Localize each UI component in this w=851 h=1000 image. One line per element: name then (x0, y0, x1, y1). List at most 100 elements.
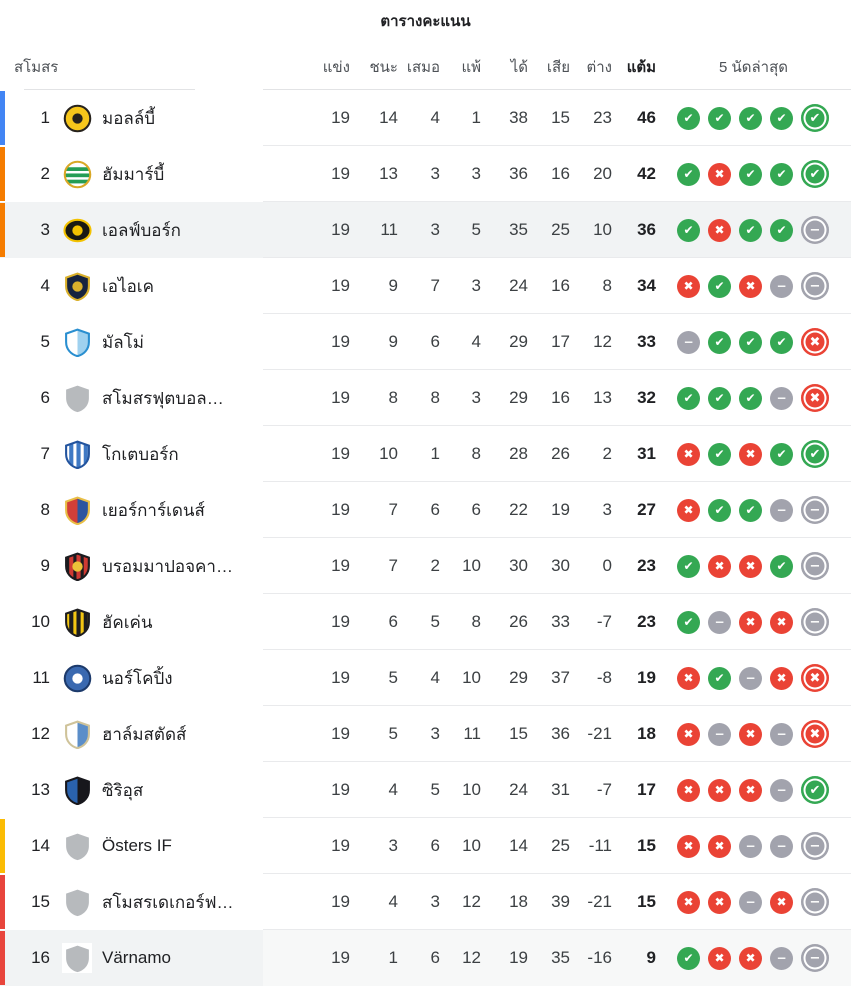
rank-indicator-bar (0, 91, 5, 145)
stat-ga: 16 (551, 388, 570, 407)
rank: 5 (40, 332, 50, 351)
stat-pts: 32 (637, 388, 656, 407)
rank: 13 (31, 780, 50, 799)
table-row[interactable]: 12 ฮาล์มสตัดส์ 19 5 3 11 15 36 -21 18 ✖ − ✖ − ✖ (0, 706, 851, 762)
stat-pts: 18 (637, 724, 656, 743)
loss-icon: ✖ (770, 610, 793, 634)
draw-icon: − (801, 832, 829, 860)
stat-played: 19 (331, 724, 350, 743)
table-row[interactable]: 13 ซิริอุส 19 4 5 10 24 31 -7 17 ✖ ✖ ✖ − ✔ (0, 762, 851, 818)
draw-icon: − (801, 496, 829, 524)
form-icons: ✖ ✖ − ✖ − (656, 888, 851, 916)
team-cell: 4 เอไอเค (0, 258, 263, 314)
stat-drawn: 7 (430, 276, 440, 295)
team-logo (62, 327, 92, 357)
table-row[interactable]: 14 Östers IF 19 3 6 10 14 25 -11 15 ✖ ✖ − − − (0, 818, 851, 874)
loss-icon: ✖ (739, 274, 762, 298)
draw-icon: − (739, 890, 762, 914)
draw-icon: − (801, 944, 829, 972)
stat-gf: 19 (509, 948, 528, 967)
table-row[interactable]: 10 ฮัคเค่น 19 6 5 8 26 33 -7 23 ✔ − ✖ ✖ − (0, 594, 851, 650)
stat-ga: 36 (551, 724, 570, 743)
table-title: ตารางคะแนน (380, 13, 471, 30)
loss-icon: ✖ (739, 610, 762, 634)
rank: 2 (40, 164, 50, 183)
stat-pts: 42 (637, 164, 656, 183)
rank: 7 (40, 444, 50, 463)
draw-icon: − (801, 608, 829, 636)
rank-indicator-bar (0, 203, 5, 257)
table-row[interactable]: 7 โกเตบอร์ก 19 10 1 8 28 26 2 31 ✖ ✔ ✖ ✔ ✔ (0, 426, 851, 482)
team-name: บรอมมาปอจคา… (102, 556, 233, 576)
rank: 8 (40, 500, 50, 519)
column-header-played: แข่ง (322, 59, 350, 76)
team-logo (62, 775, 92, 805)
stat-pts: 9 (646, 948, 656, 967)
stat-pts: 15 (637, 892, 656, 911)
table-row[interactable]: 2 ฮัมมาร์บี้ 19 13 3 3 36 16 20 42 ✔ ✖ ✔ ✔ ✔ (0, 146, 851, 202)
stat-gd: 2 (602, 444, 612, 463)
team-name: สโมสรฟุตบอล… (102, 388, 224, 408)
stat-gd: -7 (596, 612, 612, 631)
team-name: มัลโม่ (102, 332, 144, 352)
stat-drawn: 5 (430, 780, 440, 799)
stat-ga: 16 (551, 276, 570, 295)
win-icon: ✔ (739, 386, 762, 410)
rank: 3 (40, 220, 50, 239)
stat-gd: -21 (587, 724, 612, 743)
loss-icon: ✖ (677, 834, 700, 858)
stat-gf: 26 (509, 612, 528, 631)
loss-icon: ✖ (801, 664, 829, 692)
table-row[interactable]: 3 เอลฟ์บอร์ก 19 11 3 5 35 25 10 36 ✔ ✖ ✔ ✔ − (0, 202, 851, 258)
column-header-lost: แพ้ (461, 59, 481, 76)
stat-drawn: 5 (430, 612, 440, 631)
win-icon: ✔ (770, 330, 793, 354)
stat-gd: -8 (596, 668, 612, 687)
stat-played: 19 (331, 220, 350, 239)
table-row[interactable]: 8 เยอร์การ์เดนส์ 19 7 6 6 22 19 3 27 ✖ ✔ ✔ − − (0, 482, 851, 538)
stat-ga: 26 (551, 444, 570, 463)
table-row[interactable]: 1 มอลล์บี้ 19 14 4 1 38 15 23 46 ✔ ✔ ✔ ✔ ✔ (0, 90, 851, 146)
stat-gf: 24 (509, 276, 528, 295)
stat-gd: 0 (602, 556, 612, 575)
stat-played: 19 (331, 388, 350, 407)
draw-icon: − (770, 274, 793, 298)
stat-pts: 34 (637, 276, 656, 295)
draw-icon: − (677, 330, 700, 354)
stat-won: 7 (388, 500, 398, 519)
table-row[interactable]: 9 บรอมมาปอจคา… 19 7 2 10 30 30 0 23 ✔ ✖ ✖ ✔ − (0, 538, 851, 594)
stat-gf: 15 (509, 724, 528, 743)
team-name: สโมสรเดเกอร์ฟ… (102, 892, 234, 912)
win-icon: ✔ (770, 162, 793, 186)
team-cell: 15 สโมสรเดเกอร์ฟ… (0, 874, 263, 930)
stat-pts: 15 (637, 836, 656, 855)
table-row[interactable]: 16 Värnamo 19 1 6 12 19 35 -16 9 ✔ ✖ ✖ − − (0, 930, 851, 986)
win-icon: ✔ (677, 554, 700, 578)
form-icons: ✔ − ✖ ✖ − (656, 608, 851, 636)
team-cell: 6 สโมสรฟุตบอล… (0, 370, 263, 426)
standings-table: 1 มอลล์บี้ 19 14 4 1 38 15 23 46 ✔ ✔ ✔ ✔ ✔ 2 ฮัมมาร์บี้ 1… (0, 90, 851, 986)
table-row[interactable]: 15 สโมสรเดเกอร์ฟ… 19 4 3 12 18 39 -21 15 ✖ ✖ − ✖ − (0, 874, 851, 930)
stat-lost: 10 (462, 668, 481, 687)
stat-lost: 11 (463, 724, 481, 743)
loss-icon: ✖ (677, 442, 700, 466)
draw-icon: − (739, 834, 762, 858)
stat-drawn: 6 (430, 948, 440, 967)
stat-won: 4 (388, 780, 398, 799)
stat-ga: 33 (551, 612, 570, 631)
table-row[interactable]: 4 เอไอเค 19 9 7 3 24 16 8 34 ✖ ✔ ✖ − − (0, 258, 851, 314)
draw-icon: − (708, 722, 731, 746)
team-logo (62, 439, 92, 469)
stat-drawn: 3 (430, 220, 440, 239)
team-logo (62, 719, 92, 749)
table-row[interactable]: 11 นอร์โคปิ้ง 19 5 4 10 29 37 -8 19 ✖ ✔ − ✖ ✖ (0, 650, 851, 706)
rank: 12 (31, 724, 50, 743)
stat-lost: 12 (462, 948, 481, 967)
draw-icon: − (770, 946, 793, 970)
table-row[interactable]: 6 สโมสรฟุตบอล… 19 8 8 3 29 16 13 32 ✔ ✔ ✔ − ✖ (0, 370, 851, 426)
table-row[interactable]: 5 มัลโม่ 19 9 6 4 29 17 12 33− ✔ ✔ ✔ ✖ (0, 314, 851, 370)
stat-won: 13 (379, 164, 398, 183)
form-icons: ✖ ✖ − − − (656, 832, 851, 860)
stat-pts: 31 (637, 444, 656, 463)
team-name: ฮาล์มสตัดส์ (102, 724, 187, 744)
